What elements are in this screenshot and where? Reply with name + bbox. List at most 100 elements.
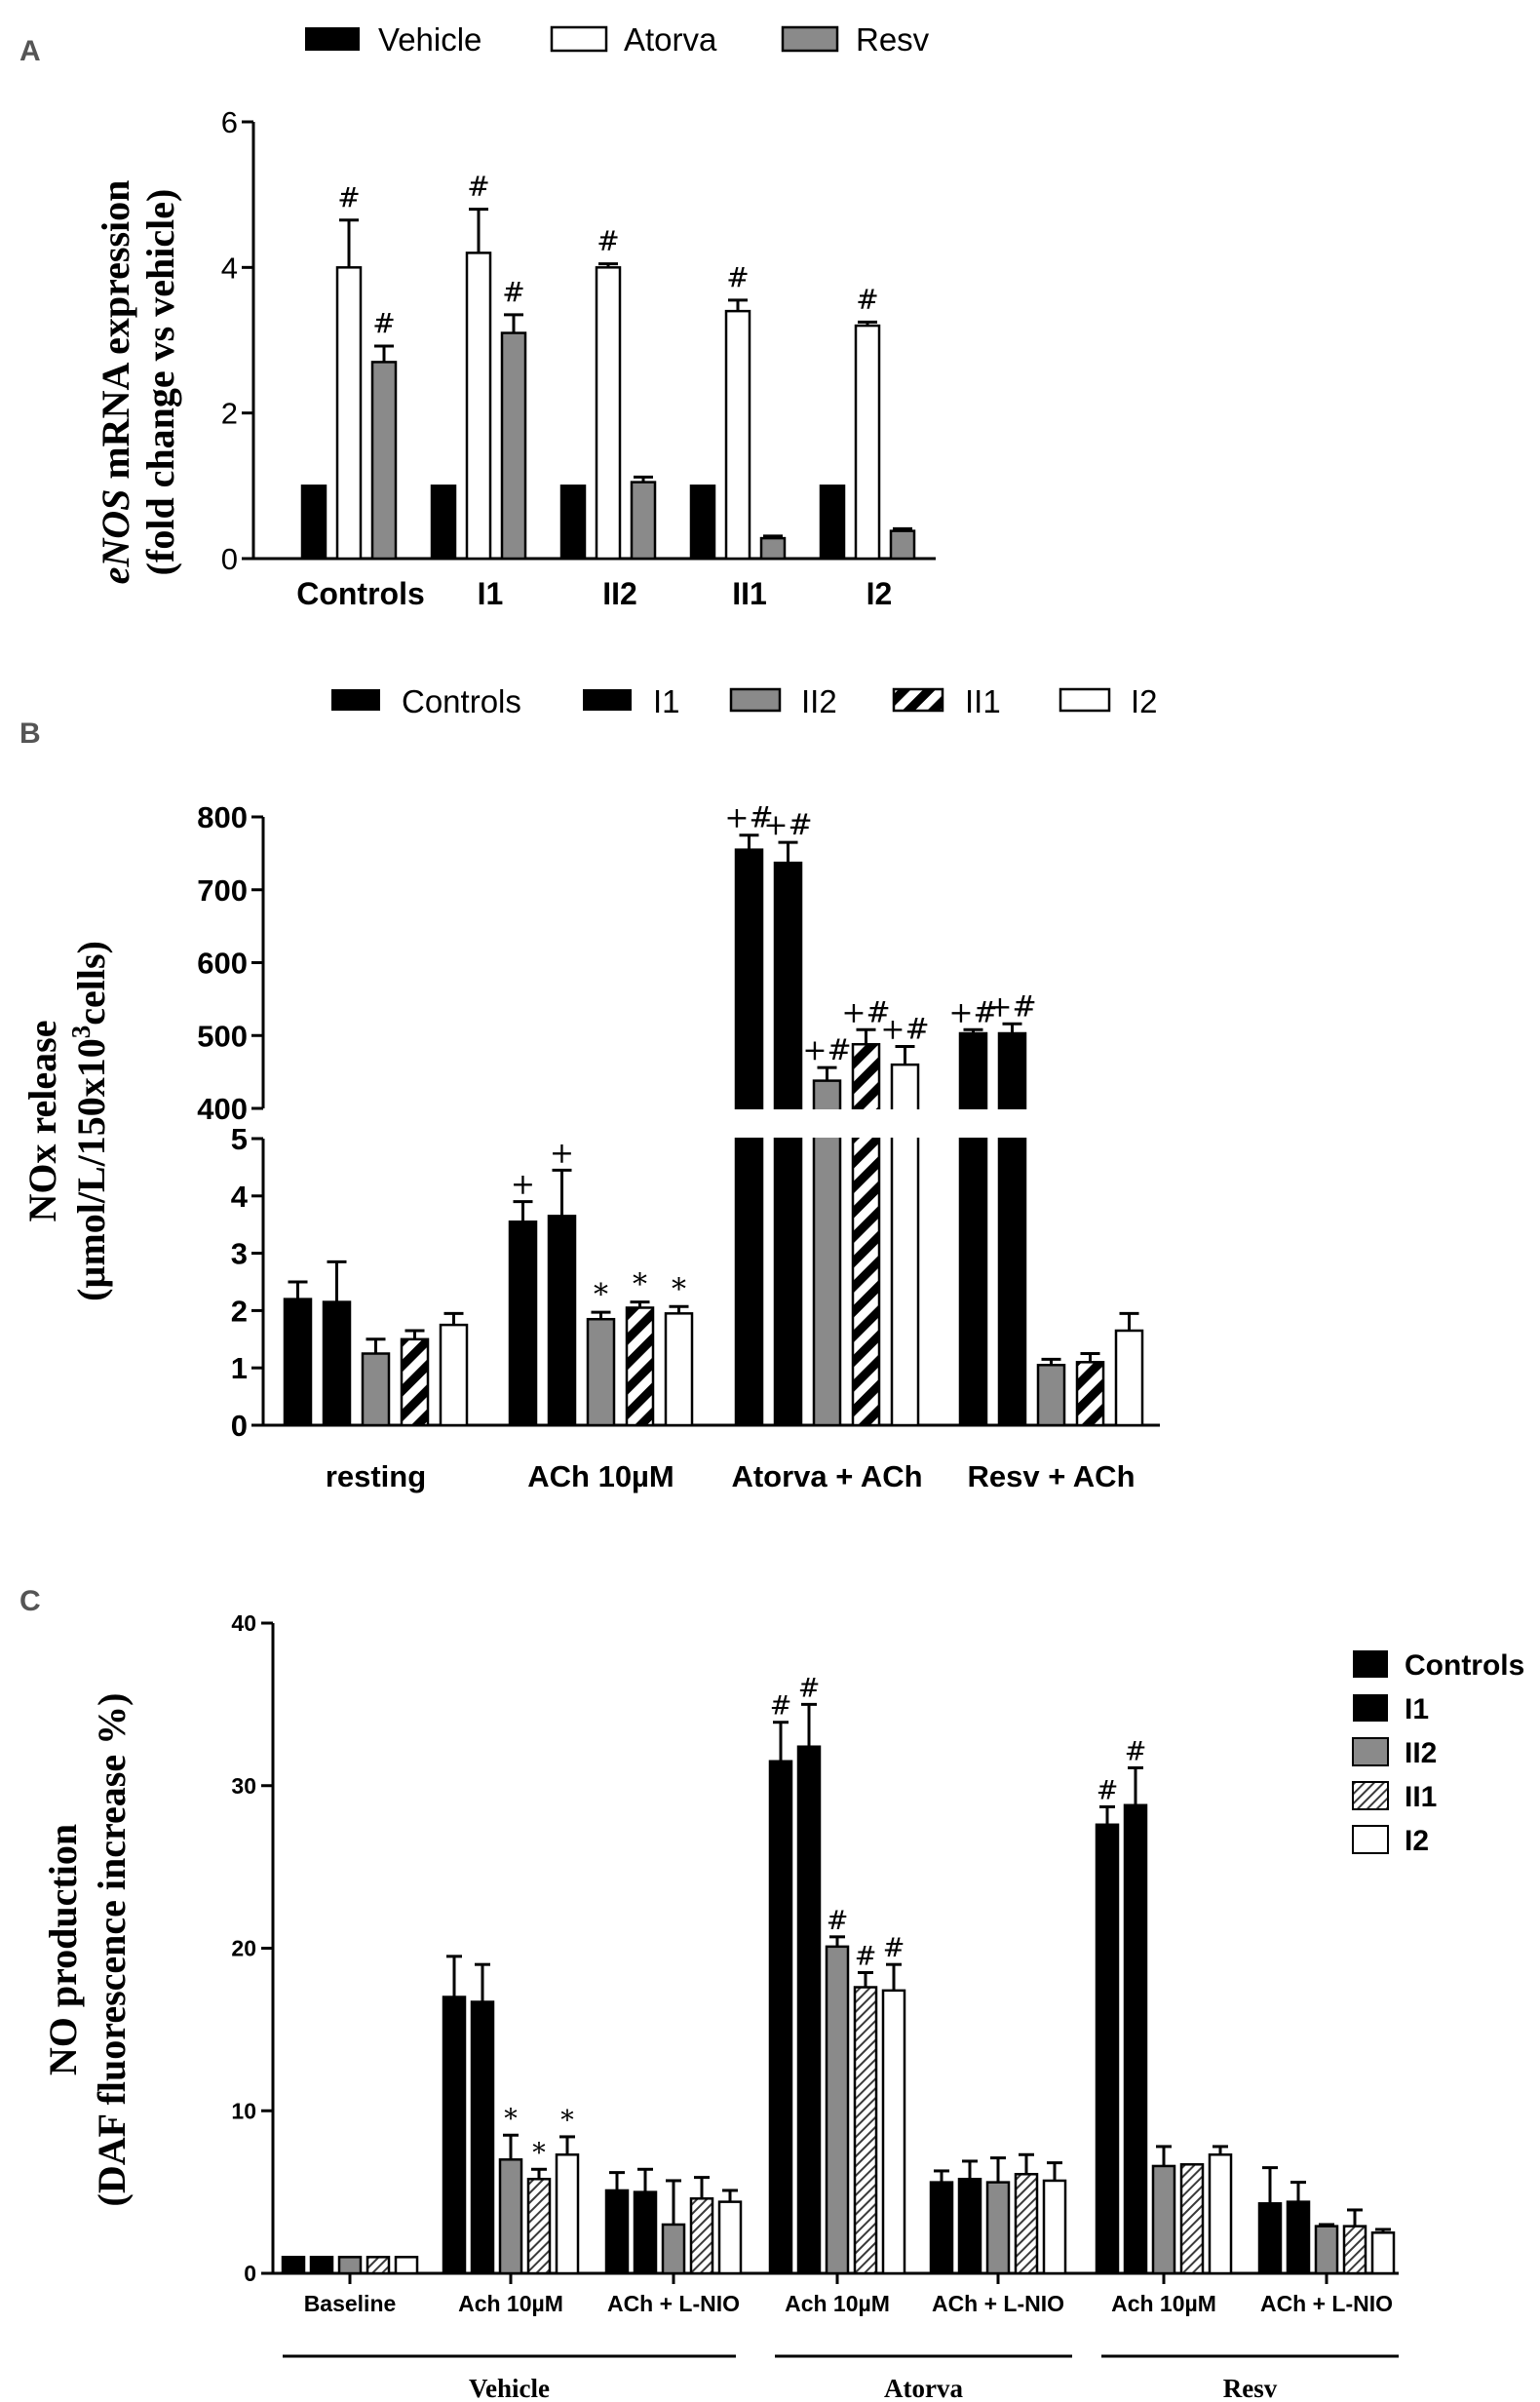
legend-swatch-i1: [583, 689, 632, 711]
y-tick-label-b-upper-1: 500: [197, 1019, 248, 1053]
bar-b-ach-10-m-ii1: [625, 1306, 655, 1427]
legend-swatch-i1-c: [1353, 1694, 1388, 1722]
bar-c-1-ach-10-m-ii1: [526, 2178, 552, 2275]
bar-c-3-ach-10-m-ii1-sig: #: [855, 1942, 877, 1972]
bar-a-ii2-resv: [630, 481, 657, 561]
x-label-a-ii1: II1: [732, 576, 767, 611]
bar-b-atorva-ach-ii2-sig: +#: [802, 1033, 851, 1067]
bar-b-atorva-ach-i1-break: [772, 1109, 804, 1138]
bar-c-4-ach-l-nio-ii1: [1014, 2173, 1039, 2275]
bar-c-4-ach-l-nio-i1: [957, 2178, 982, 2275]
x-label-c-1-ach-10-m: Ach 10µM: [458, 2291, 563, 2316]
bar-c-1-ach-10-m-i1: [470, 2000, 495, 2275]
legend-swatch-ii2: [729, 687, 782, 713]
bar-c-6-ach-l-nio-controls: [1257, 2202, 1283, 2275]
bar-c-0-baseline-controls: [281, 2256, 306, 2275]
bar-c-4-ach-l-nio-ii2: [985, 2181, 1011, 2275]
panel-a: A Vehicle Atorva Resv eNOS mRNA expressi…: [19, 21, 936, 611]
bar-c-5-ach-10-m-ii1: [1179, 2163, 1205, 2275]
bar-c-2-ach-l-nio-ii2: [661, 2223, 686, 2275]
bar-a-ii2-vehicle: [559, 484, 587, 561]
legend-swatch-ii1-c: [1352, 1781, 1389, 1810]
y-tick-label-b-lower-1: 1: [231, 1351, 248, 1385]
y-tick-label-b-lower-5: 5: [231, 1122, 248, 1156]
bar-a-i2-vehicle: [819, 484, 846, 561]
y-label-b-line1: NOx release: [20, 1021, 64, 1222]
panel-label-c: C: [19, 1585, 41, 1617]
bar-b-resv-ach-i1-break: [996, 1109, 1028, 1138]
bar-b-resv-ach-controls-break: [957, 1109, 989, 1138]
treatment-label-vehicle: Vehicle: [469, 2374, 550, 2402]
bar-b-ach-10-m-controls: [508, 1220, 538, 1427]
bar-c-1-ach-10-m-ii2-sig: *: [504, 2104, 518, 2134]
bar-b-atorva-ach-ii2-break: [811, 1109, 843, 1138]
bar-b-atorva-ach-i1: [773, 861, 803, 1427]
bar-c-5-ach-10-m-controls: [1095, 1823, 1120, 2275]
x-label-c-3-ach-10-m: Ach 10µM: [785, 2291, 890, 2316]
legend-label-i1-b: I1: [653, 683, 680, 719]
bar-b-resting-i2: [439, 1323, 469, 1427]
legend-swatch-vehicle: [305, 27, 360, 51]
panel-label-a: A: [19, 35, 41, 67]
bar-c-4-ach-l-nio-controls: [929, 2181, 954, 2275]
bar-c-5-ach-10-m-i2: [1208, 2153, 1233, 2275]
bar-c-5-ach-10-m-i1-sig: #: [1125, 1736, 1147, 1766]
panel-c: C Controls I1 II2 II1 I2 NO production (…: [19, 1585, 1524, 2402]
y-label-a-rest: mRNA expression: [94, 180, 137, 489]
x-label-c-4-ach-l-nio: ACh + L-NIO: [932, 2291, 1064, 2316]
y-tick-label-b-upper-4: 800: [197, 800, 248, 834]
bar-c-6-ach-l-nio-ii1: [1342, 2225, 1367, 2275]
y-tick-label-a-2: 4: [221, 251, 238, 285]
y-axis-label-b: NOx release (µmol/L/150x103cells): [20, 941, 113, 1301]
treatment-label-atorva: Atorva: [884, 2374, 963, 2402]
legend-swatch-i2: [1059, 687, 1111, 713]
bar-a-controls-resv: [370, 361, 398, 561]
bar-b-ach-10-m-controls-sig: +: [511, 1168, 535, 1202]
bar-a-i2-resv: [889, 529, 916, 561]
bar-b-ach-10-m-ii2: [586, 1317, 616, 1427]
x-label-c-5-ach-10-m: Ach 10µM: [1111, 2291, 1216, 2316]
bar-c-1-ach-10-m-ii2: [498, 2158, 523, 2275]
x-label-c-6-ach-l-nio: ACh + L-NIO: [1260, 2291, 1393, 2316]
bar-b-ach-10-m-ii1-sig: *: [633, 1268, 647, 1302]
legend-c: Controls I1 II2 II1 I2: [1352, 1649, 1524, 1857]
x-label-b-resting: resting: [326, 1459, 426, 1493]
bar-a-controls-resv-sig: #: [372, 307, 395, 339]
bar-c-3-ach-10-m-ii2-sig: #: [827, 1906, 849, 1936]
bar-b-atorva-ach-controls-sig: +#: [724, 801, 773, 835]
y-axis-label-a: eNOS mRNA expression (fold change vs veh…: [94, 180, 182, 585]
bar-a-ii2-atorva-sig: #: [597, 225, 619, 257]
x-label-a-i1: I1: [478, 576, 504, 611]
bar-c-2-ach-l-nio-controls: [604, 2189, 630, 2275]
bar-a-i1-atorva-sig: #: [467, 171, 489, 203]
bar-b-atorva-ach-ii1-sig: +#: [841, 995, 890, 1029]
y-label-c-line2: (DAF fluorescence increase %): [90, 1693, 134, 2207]
bar-c-6-ach-l-nio-i1: [1286, 2200, 1311, 2275]
bar-a-controls-vehicle: [300, 484, 327, 561]
bar-c-1-ach-10-m-ii1-sig: *: [532, 2138, 546, 2168]
bar-b-ach-10-m-i1: [547, 1215, 577, 1427]
legend-label-resv: Resv: [856, 21, 930, 58]
x-label-a-ii2: II2: [602, 576, 637, 611]
panel-b: B Controls I1 II2 II1 I2 NOx release (µm…: [19, 683, 1160, 1493]
bar-a-ii1-resv: [759, 536, 787, 561]
bar-b-resv-ach-i1: [997, 1031, 1027, 1427]
y-tick-label-a-3: 6: [221, 105, 238, 139]
y-tick-label-c-2: 20: [231, 1936, 256, 1961]
bar-b-atorva-ach-ii1-break: [850, 1109, 882, 1138]
bar-a-ii1-atorva: [724, 309, 751, 561]
bar-c-0-baseline-ii2: [337, 2256, 363, 2275]
bar-c-3-ach-10-m-i2: [881, 1989, 906, 2275]
bar-a-ii1-vehicle: [689, 484, 716, 561]
x-label-c-0-baseline: Baseline: [304, 2291, 397, 2316]
y-label-a-italic: eNOS: [94, 489, 137, 585]
legend-label-controls-c: Controls: [1405, 1649, 1524, 1682]
x-label-b-atorva-ach: Atorva + ACh: [731, 1459, 922, 1493]
bar-c-2-ach-l-nio-i1: [633, 2190, 658, 2275]
x-label-c-2-ach-l-nio: ACh + L-NIO: [607, 2291, 740, 2316]
bar-c-3-ach-10-m-ii2: [825, 1945, 850, 2275]
bar-c-6-ach-l-nio-i2: [1370, 2231, 1396, 2275]
bar-b-atorva-ach-i1-sig: +#: [763, 808, 812, 842]
